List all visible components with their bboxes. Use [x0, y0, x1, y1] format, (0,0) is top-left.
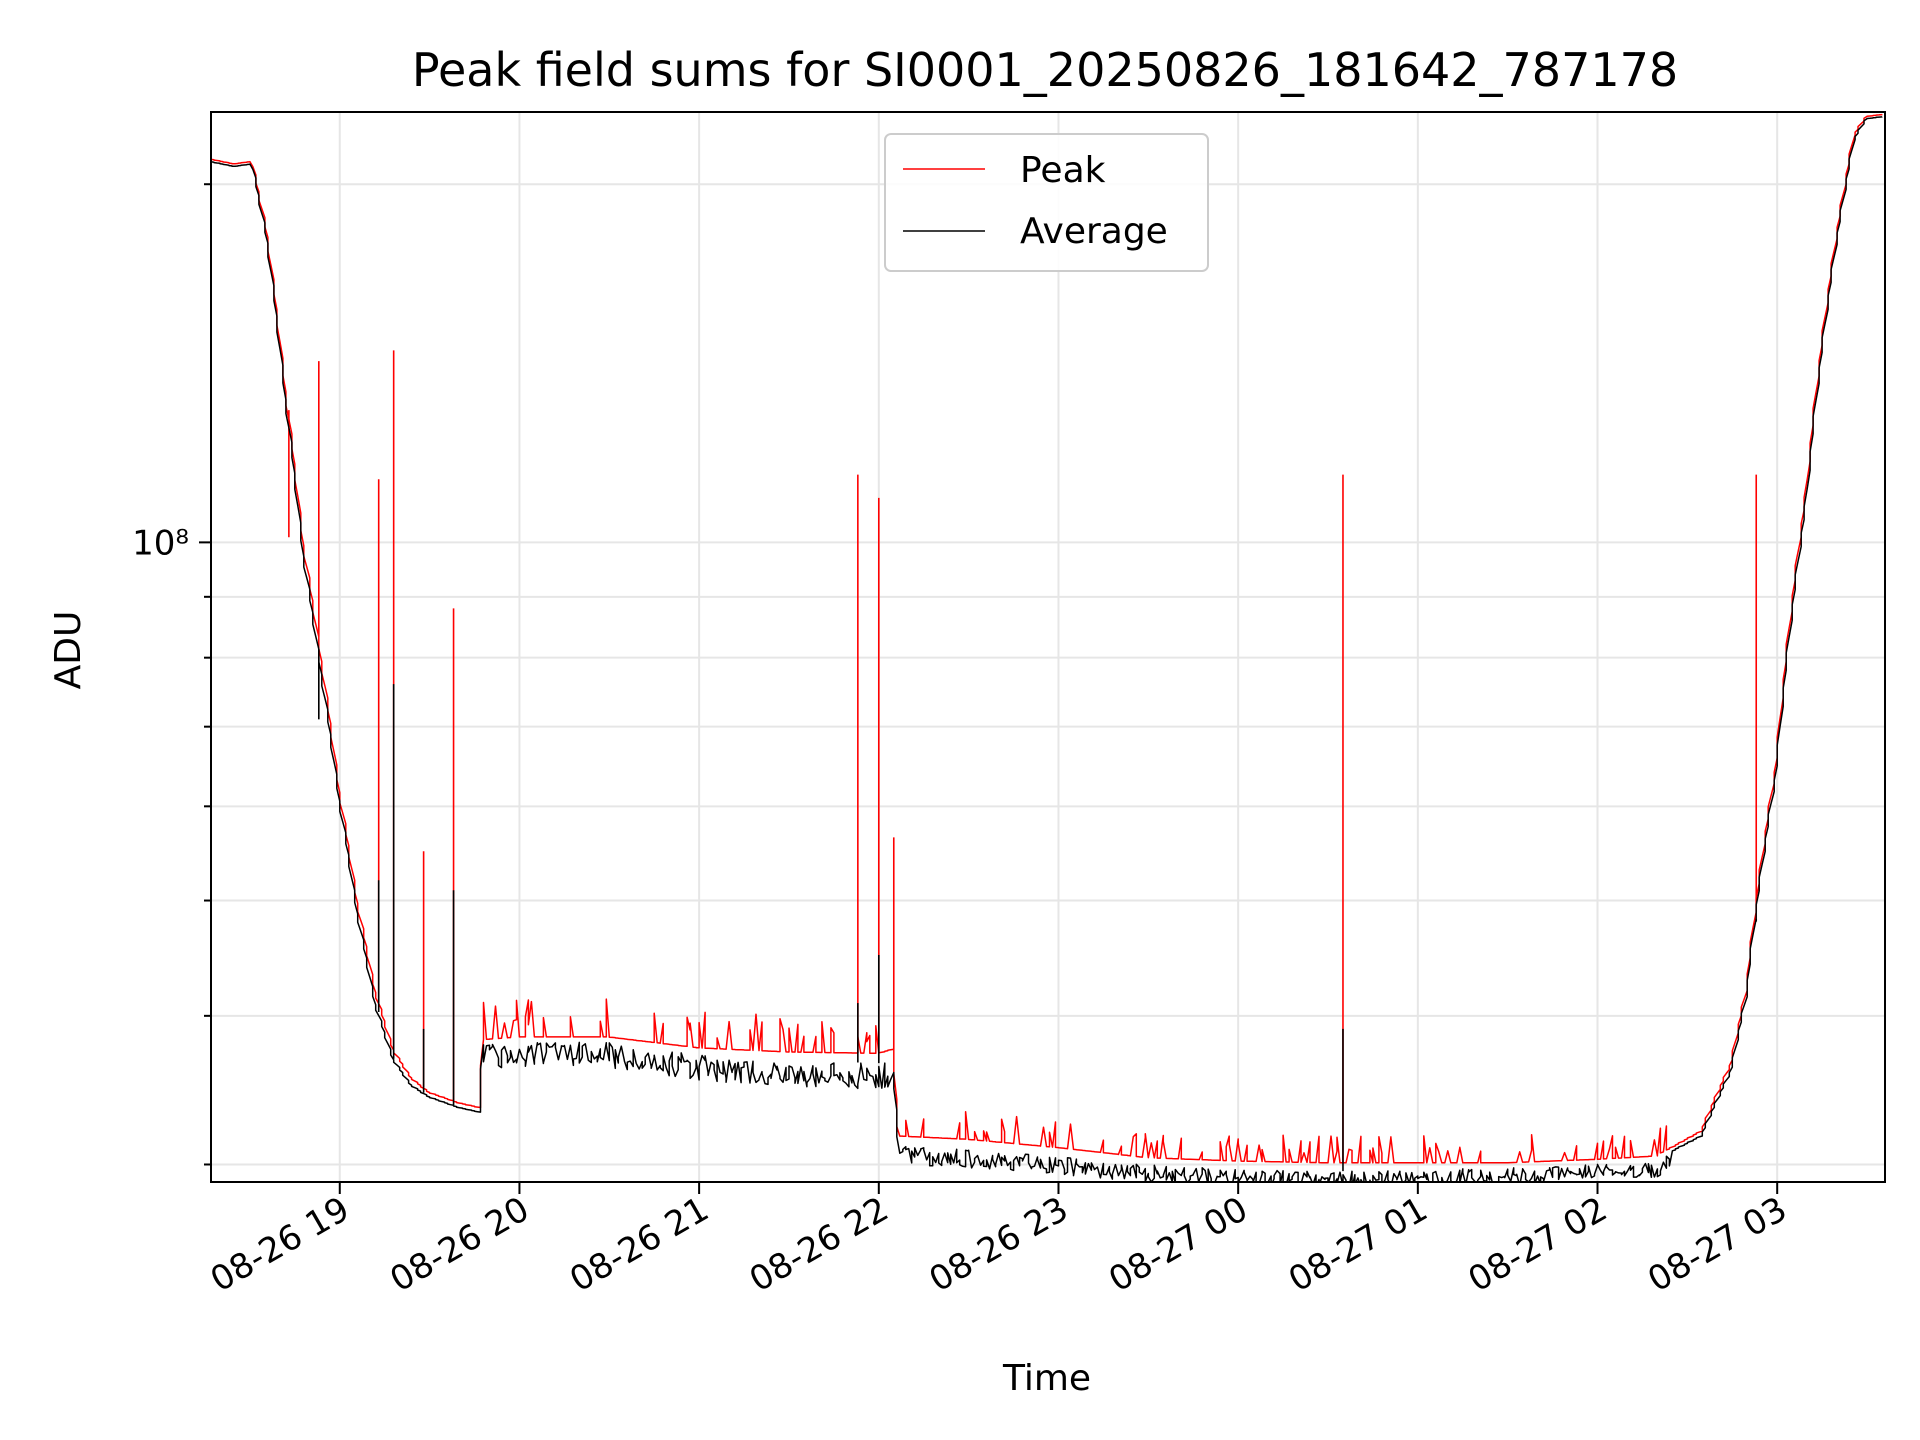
plot-area: [211, 113, 1883, 1182]
x-axis-label: Time: [1002, 1358, 1091, 1399]
series-line-average: [211, 116, 1883, 1182]
legend: Peak Average: [884, 133, 1209, 272]
y-tick-label: 10⁸: [132, 523, 189, 563]
legend-label-peak: Peak: [1020, 150, 1106, 191]
grid: [211, 112, 1885, 1182]
plot-frame: [210, 111, 1886, 1183]
y-axis: 10⁸: [132, 183, 211, 1166]
chart-title: Peak field sums for SI0001_20250826_1816…: [412, 43, 1678, 97]
y-axis-label: ADU: [48, 611, 89, 690]
legend-label-average: Average: [1020, 211, 1168, 252]
series-line-peak: [211, 113, 1883, 1164]
